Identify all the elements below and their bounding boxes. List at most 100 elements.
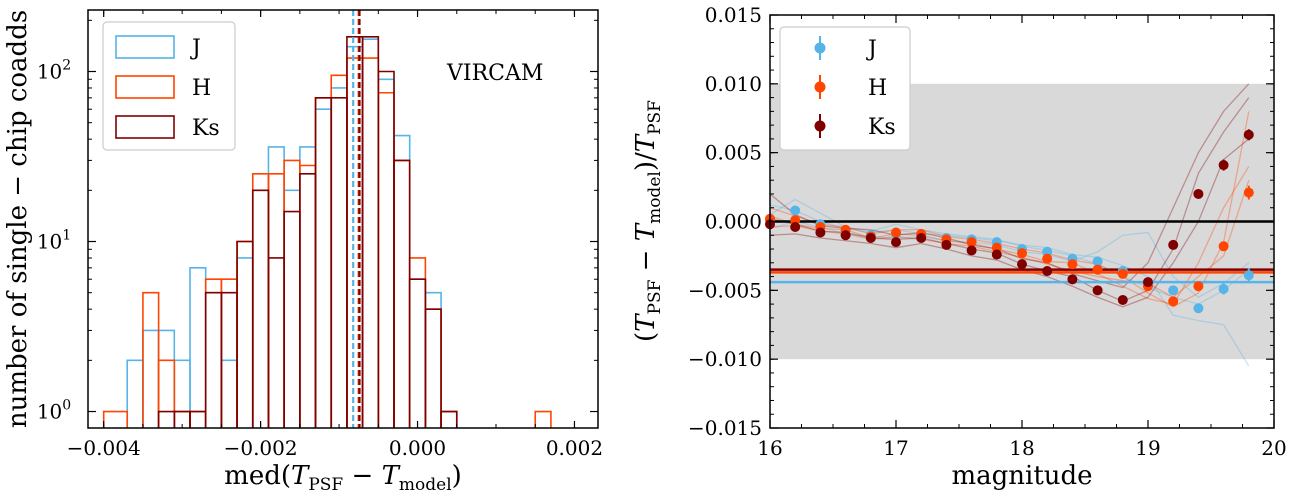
hist-bar-j-6 (204, 291, 223, 428)
point-h-11 (1042, 253, 1053, 264)
hist-bar-j-10 (267, 146, 285, 428)
legend-label-j: J (190, 36, 201, 61)
histogram-x-ticks: −0.004 −0.002 0.000 0.002 (67, 10, 603, 460)
point-h-14 (1117, 268, 1128, 279)
point-h-16 (1168, 296, 1179, 307)
hist-bar-h-3 (157, 359, 176, 428)
y-tick-label: 0.005 (705, 141, 762, 165)
histogram-steps (102, 35, 552, 428)
legend-label-ks: Ks (192, 116, 220, 141)
hist-bar-ks-19 (408, 278, 427, 428)
point-ks-4 (865, 233, 876, 244)
hist-bar-ks-8 (236, 240, 254, 428)
point-h-19 (1243, 187, 1254, 198)
legend-marker-h (814, 81, 826, 93)
hist-bar-j-19 (408, 278, 427, 428)
legend-swatch-h (115, 75, 175, 99)
hist-bar-h-21 (440, 410, 458, 428)
point-ks-5 (891, 237, 901, 248)
hist-bar-j-16 (361, 38, 380, 428)
hist-bar-j-4 (173, 359, 191, 428)
hist-bar-j-3 (157, 329, 176, 428)
x-tick-label: −0.004 (67, 436, 141, 460)
hist-bar-j-5 (189, 267, 207, 428)
hist-bar-j-21 (440, 410, 458, 428)
hist-bar-h-14 (330, 74, 348, 428)
hist-bar-h-17 (377, 91, 395, 428)
hist-bar-h-13 (314, 97, 333, 428)
hist-bar-h-0 (102, 410, 129, 428)
x-tick-label: 17 (883, 436, 908, 460)
hist-bar-ks-20 (424, 308, 442, 428)
point-ks-3 (840, 230, 851, 241)
scatter-x-axis-label: magnitude (951, 461, 1092, 491)
hist-bar-j-20 (424, 291, 442, 428)
hist-bar-h-11 (283, 159, 301, 428)
legend-label-h: H (192, 76, 211, 101)
hist-bar-j-11 (283, 189, 301, 428)
point-ks-2 (815, 227, 826, 238)
legend-marker-j (814, 42, 826, 54)
legend-swatch-ks (115, 115, 175, 139)
scatter-y-ticks: −0.015 −0.010 −0.005 0.000 0.005 0.010 0.015 (688, 3, 1274, 440)
hist-bar-ks-13 (314, 97, 333, 428)
point-ks-10 (1017, 259, 1027, 270)
point-h-5 (891, 227, 901, 238)
legend-swatch-j (115, 35, 175, 59)
point-j-1 (790, 205, 801, 216)
x-tick-label: 16 (757, 436, 782, 460)
hist-bar-j-8 (236, 257, 254, 428)
point-ks-1 (790, 222, 801, 233)
point-j-11 (1042, 246, 1053, 257)
hist-bar-ks-16 (361, 35, 380, 428)
point-h-17 (1193, 281, 1204, 292)
point-ks-18 (1218, 160, 1229, 171)
point-h-1 (790, 215, 801, 226)
hist-bar-j-12 (299, 146, 317, 428)
hist-bar-h-6 (204, 278, 223, 428)
scatter-legend: JH Ks (779, 26, 911, 151)
point-h-18 (1218, 241, 1229, 252)
hist-bar-j-17 (377, 78, 395, 428)
legend-frame (102, 21, 236, 151)
hist-bar-j-2 (142, 329, 160, 428)
hist-bar-j-1 (126, 359, 144, 428)
hist-bar-j-18 (393, 134, 411, 428)
point-ks-7 (941, 239, 952, 250)
scatter-panel: 16 17 18 19 20 −0.015 −0.010 −0.005 0.000 0.005 0… (631, 3, 1287, 491)
legend-label-h: H (868, 76, 887, 101)
hist-bar-ks-5 (189, 410, 207, 428)
hist-bar-h-7 (220, 278, 238, 428)
x-tick-label: −0.002 (224, 436, 298, 460)
binned-points (765, 129, 1254, 314)
hist-bar-ks-18 (393, 159, 411, 428)
y-tick-label: 0.010 (705, 72, 762, 96)
vircam-annotation: VIRCAM (446, 61, 543, 86)
point-ks-6 (916, 233, 927, 244)
hist-bar-j-9 (251, 189, 270, 428)
x-tick-label: 19 (1135, 436, 1160, 460)
legend-label-ks: Ks (868, 115, 896, 140)
hist-bar-j-13 (314, 108, 333, 428)
y-tick-label: −0.005 (688, 278, 762, 302)
y-tick-label: 0.000 (705, 210, 762, 234)
hist-bar-h-8 (236, 240, 254, 428)
hist-bar-j-7 (220, 359, 238, 428)
point-h-9 (991, 242, 1002, 253)
histogram-legend: JH Ks (102, 21, 236, 151)
point-j-18 (1218, 283, 1229, 294)
histogram-series-ks (157, 35, 458, 428)
point-ks-15 (1143, 277, 1153, 288)
y-tick-label: 102 (37, 57, 71, 83)
hist-bar-j-14 (330, 87, 348, 428)
y-tick-label: −0.015 (688, 416, 762, 440)
hist-bar-ks-14 (330, 97, 348, 428)
point-j-17 (1193, 303, 1204, 314)
point-ks-17 (1193, 188, 1204, 199)
hist-bar-ks-6 (204, 291, 223, 428)
x-tick-label: 20 (1261, 436, 1286, 460)
point-ks-16 (1168, 239, 1179, 250)
point-ks-8 (966, 245, 977, 256)
hist-bar-ks-3 (157, 410, 176, 428)
